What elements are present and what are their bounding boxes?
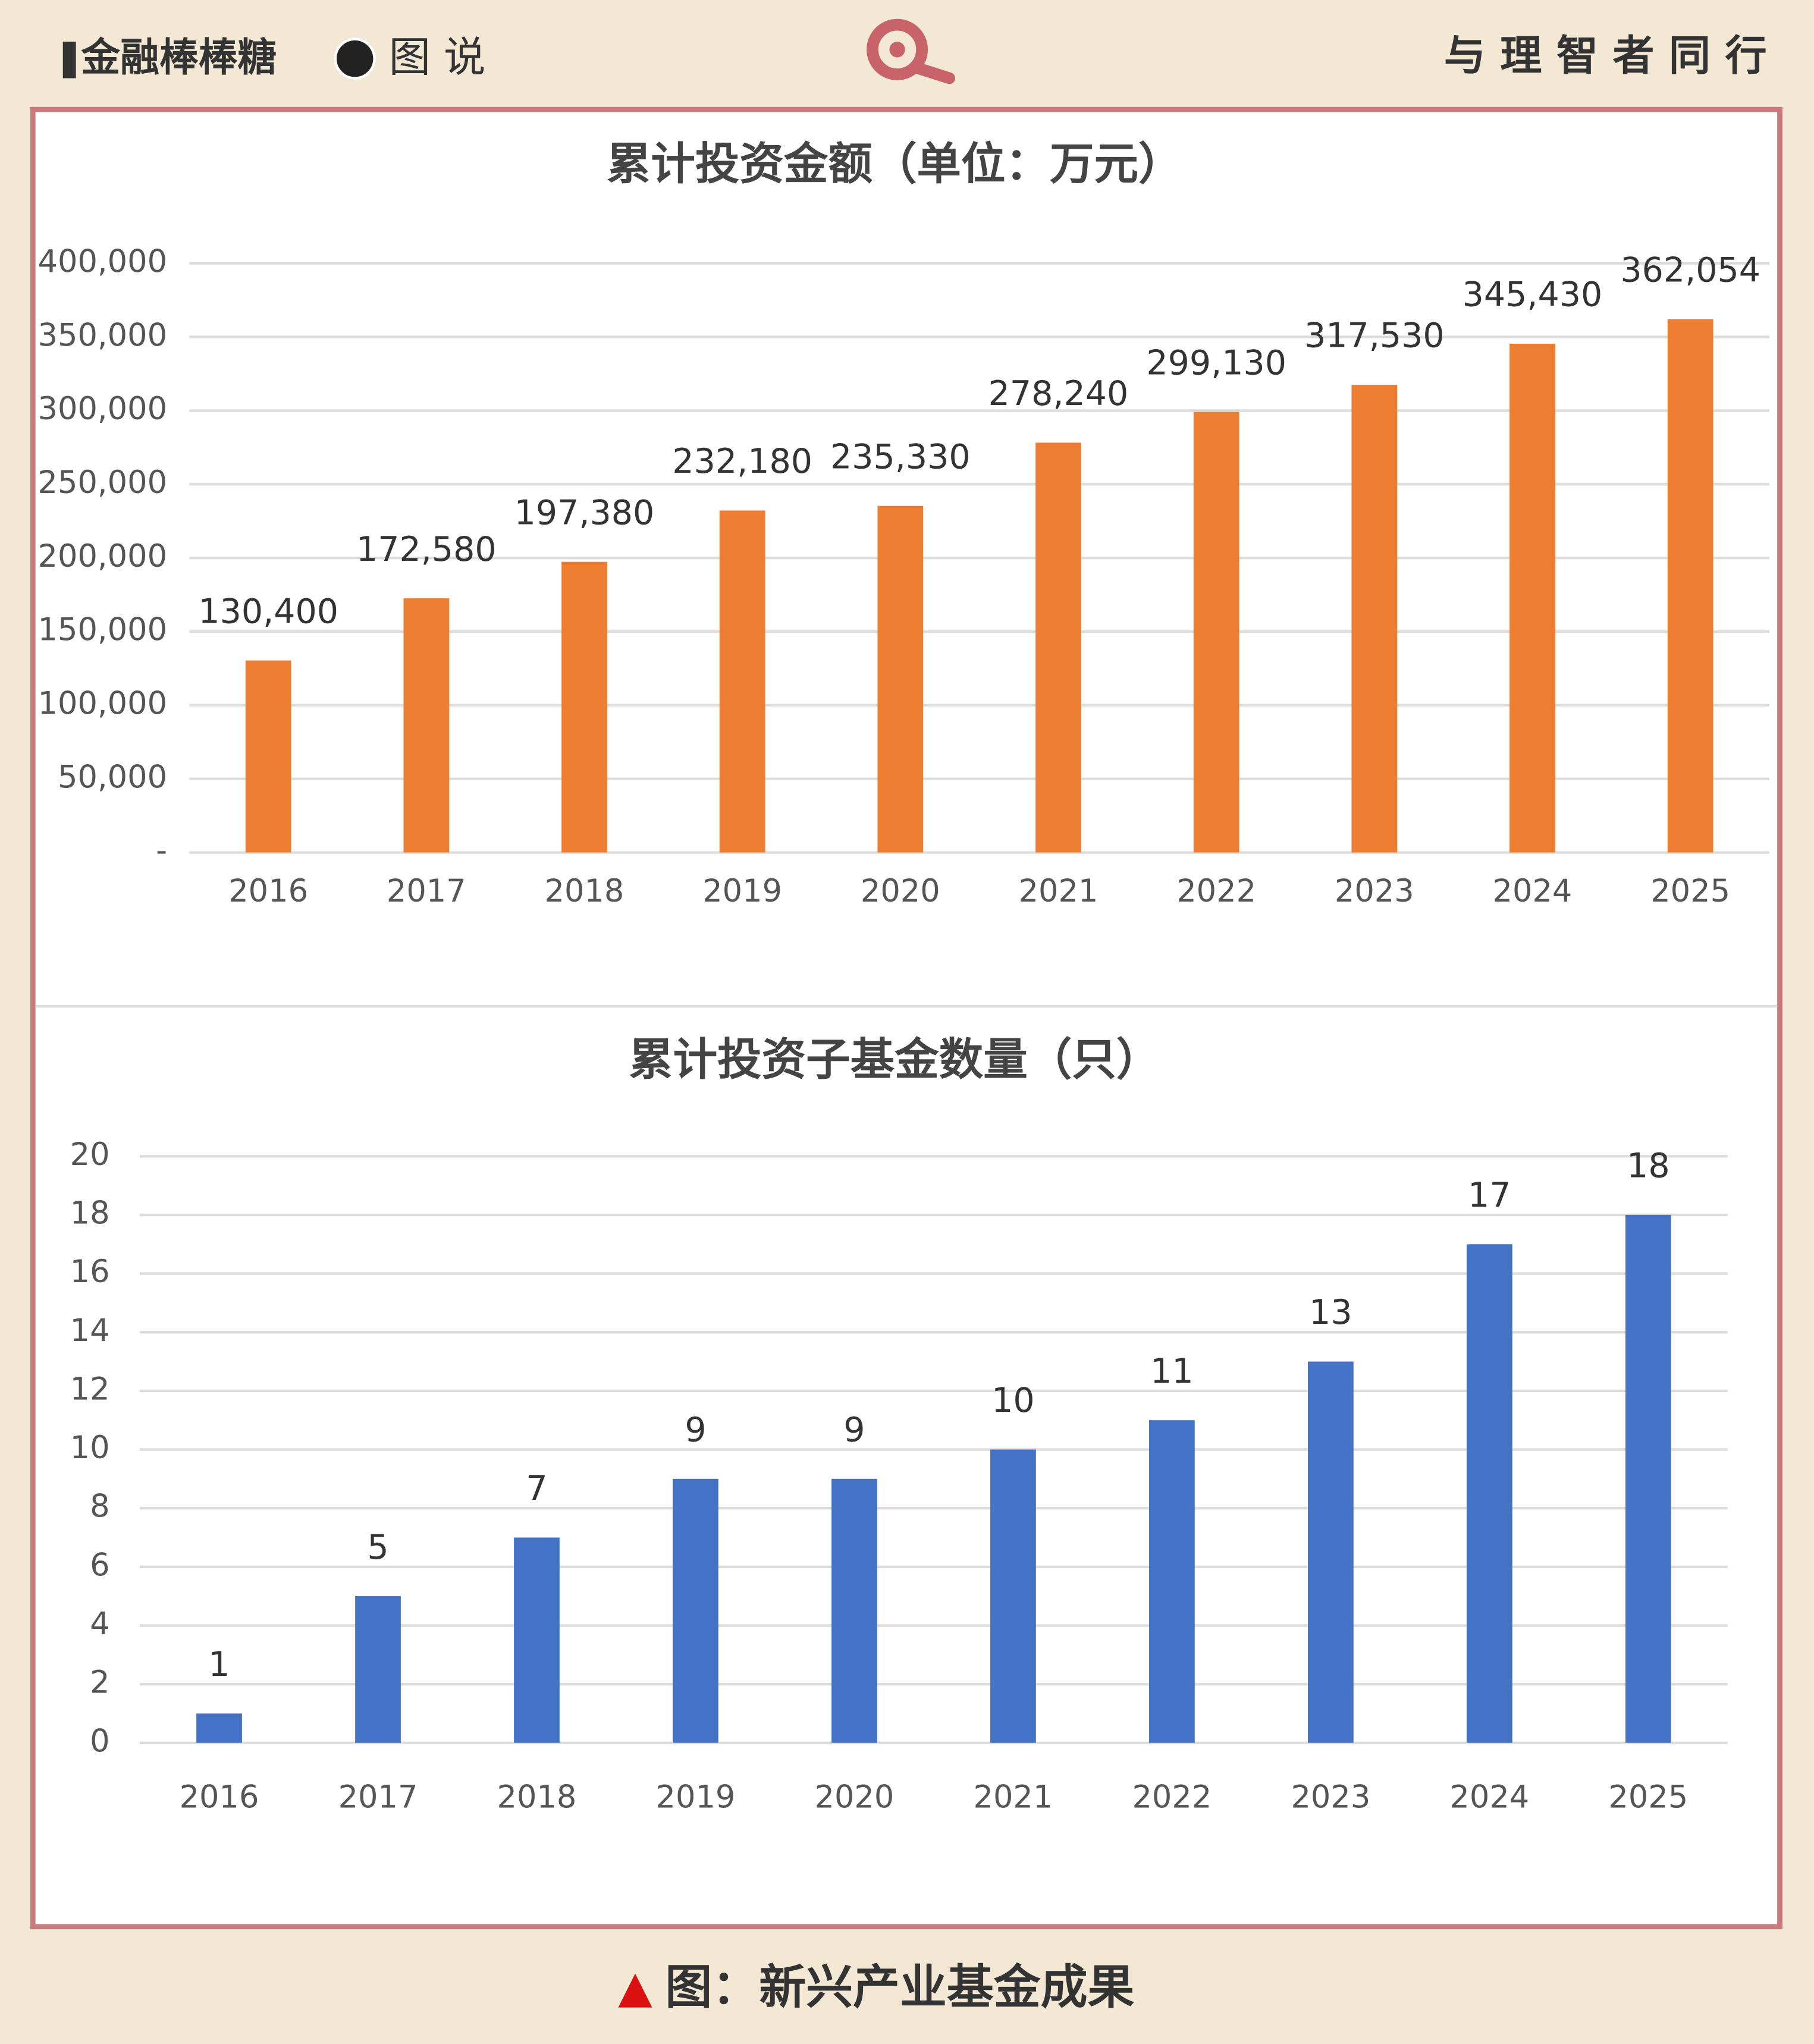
chart-title: 累计投资金额（单位：万元） [607,138,1183,190]
brand-stamp [62,42,76,79]
slogan: 与 理 智 者 同 行 [1444,32,1767,80]
x-tick-label: 2021 [973,1779,1053,1816]
value-label: 9 [685,1410,706,1449]
bar [831,1478,877,1743]
value-label: 18 [1627,1147,1670,1186]
bar [1667,319,1713,853]
bar [877,505,924,853]
y-tick-label: 50,000 [58,759,167,795]
x-tick-label: 2020 [861,873,940,909]
y-tick-label: 350,000 [38,317,168,353]
value-label: 5 [367,1528,388,1567]
x-tick-label: 2025 [1650,873,1730,909]
value-label: 197,380 [514,493,655,532]
x-tick-label: 2017 [387,873,466,909]
bar [196,1713,242,1743]
x-tick-label: 2023 [1291,1779,1370,1816]
value-label: 345,430 [1463,275,1603,315]
value-label: 11 [1150,1352,1194,1391]
bar [1035,442,1081,853]
y-tick-label: 14 [70,1313,110,1349]
x-tick-label: 2020 [815,1779,895,1816]
x-tick-label: 2021 [1019,873,1099,909]
bar [673,1478,718,1743]
bar [1625,1214,1671,1743]
value-label: 13 [1309,1293,1352,1332]
y-tick-label: - [156,833,167,869]
y-tick-label: 100,000 [38,685,168,721]
y-tick-label: 18 [70,1195,110,1232]
section: 图 说 [389,33,486,81]
x-tick-label: 2016 [228,873,308,909]
x-tick-label: 2024 [1449,1779,1529,1816]
value-label: 299,130 [1146,343,1286,382]
y-tick-label: 250,000 [38,464,168,501]
y-tick-label: 2 [90,1665,109,1701]
bar [561,561,607,853]
x-tick-label: 2019 [656,1779,736,1816]
y-tick-label: 20 [70,1136,110,1173]
bar [403,598,450,853]
x-tick-label: 2025 [1608,1779,1688,1816]
x-tick-label: 2017 [338,1779,418,1816]
x-tick-label: 2018 [545,873,624,909]
x-tick-label: 2023 [1335,873,1414,909]
y-tick-label: 400,000 [38,243,168,280]
section-dot [334,37,376,80]
y-tick-label: 200,000 [38,538,168,574]
caption: 图：新兴产业基金成果 [665,1960,1134,2015]
bar [1351,385,1398,853]
x-tick-label: 2019 [702,873,782,909]
logo-magnifier [867,18,956,84]
y-tick-label: 300,000 [38,391,168,427]
x-tick-label: 2016 [180,1779,259,1816]
value-label: 232,180 [672,442,812,481]
value-label: 362,054 [1620,250,1760,290]
bar [355,1596,401,1743]
bar [1193,412,1239,853]
value-label: 130,400 [198,592,338,631]
y-tick-label: 150,000 [38,612,168,648]
value-label: 1 [208,1645,230,1684]
x-tick-label: 2018 [497,1779,577,1816]
y-tick-label: 16 [70,1254,110,1290]
x-tick-label: 2022 [1176,873,1256,909]
caption-triangle [618,1973,652,2008]
bar [1467,1244,1512,1743]
y-tick-label: 12 [70,1371,110,1407]
value-label: 235,330 [830,437,971,476]
bar [1308,1361,1354,1743]
y-tick-label: 8 [90,1489,109,1525]
value-label: 7 [526,1469,547,1508]
bar [1509,343,1555,853]
chart-title: 累计投资子基金数量（只） [629,1034,1160,1085]
bar [514,1537,560,1743]
x-tick-label: 2024 [1493,873,1573,909]
brand: 金融棒棒糖 [80,34,277,80]
value-label: 172,580 [356,530,497,569]
y-tick-label: 0 [90,1723,109,1759]
y-tick-label: 6 [90,1547,109,1583]
bar [245,660,291,853]
x-tick-label: 2022 [1132,1779,1212,1816]
y-tick-label: 4 [90,1606,109,1642]
y-tick-label: 10 [70,1430,110,1466]
bar [719,510,765,853]
value-label: 278,240 [988,374,1129,413]
value-label: 9 [843,1410,865,1449]
value-label: 317,530 [1304,316,1445,356]
bar [990,1449,1036,1743]
bar [1149,1420,1195,1743]
value-label: 17 [1468,1176,1511,1215]
value-label: 10 [991,1381,1035,1420]
